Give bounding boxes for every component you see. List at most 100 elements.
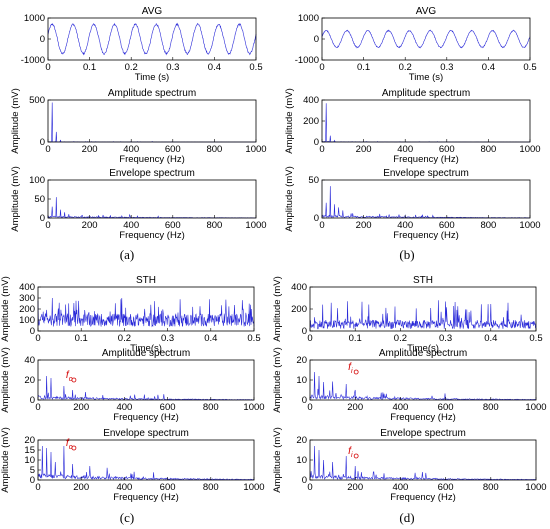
chart-d-10-annotation-subscript: i xyxy=(351,368,353,375)
chart-c-7-xlabel: Frequency (Hz) xyxy=(113,412,178,423)
chart-c-7-annotation-subscript: o xyxy=(69,376,73,383)
chart-d-9-ylabel: Amplitude (mV) xyxy=(272,276,283,341)
chart-b-4-ytick-label: 400 xyxy=(303,95,319,106)
chart-a-0-xtick-label: 0.4 xyxy=(208,62,221,73)
chart-d-11-axes-frame xyxy=(309,439,537,481)
chart-b-3-xtick-label: 0.2 xyxy=(399,62,412,73)
chart-c-8-annotation-subscript: o xyxy=(69,444,73,451)
chart-d-9-xtick-label: 0.3 xyxy=(439,333,452,344)
chart-c-8-annotation-marker xyxy=(71,445,77,451)
chart-a-0-xtick-label: 0.2 xyxy=(125,62,138,73)
chart-b-4-axes-frame xyxy=(321,99,531,143)
chart-a-0-xtick-label: 0 xyxy=(45,62,50,73)
chart-a-2-series-line xyxy=(48,197,256,219)
chart-c-7-xtick-label: 800 xyxy=(203,402,219,413)
chart-d-10-ytick-label: 10 xyxy=(296,375,307,386)
chart-a-2-title: Envelope spectrum xyxy=(109,168,195,179)
chart-c-8-series-line xyxy=(37,445,255,481)
chart-a-0-xtick-label: 0.3 xyxy=(166,62,179,73)
chart-a-2-ytick-label: 0 xyxy=(40,213,45,224)
chart-a-0-ytick-label: 1000 xyxy=(24,13,45,24)
chart-b-3-axes-frame xyxy=(321,17,531,61)
chart-a-2-ytick-label: 50 xyxy=(34,194,45,205)
chart-b-4-ytick-label: 200 xyxy=(303,116,319,127)
chart-c-7-ylabel: Amplitude (mV) xyxy=(0,347,11,412)
chart-a-2-axes-frame xyxy=(47,179,257,219)
chart-a-1-axes-frame xyxy=(47,99,257,143)
chart-d-10-axes-frame xyxy=(309,359,537,401)
chart-a-1-xtick-label: 0 xyxy=(45,144,50,155)
chart-c-7-ytick-label: 0 xyxy=(30,395,35,406)
chart-b-5-xtick-label: 1000 xyxy=(519,220,540,231)
chart-a-2-xtick-label: 200 xyxy=(82,220,98,231)
chart-b-3-xtick-label: 0.3 xyxy=(440,62,453,73)
chart-b-5-xtick-label: 800 xyxy=(480,220,496,231)
chart-b-4-series-line xyxy=(321,103,530,143)
chart-a-1-title: Amplitude spectrum xyxy=(108,88,196,99)
chart-d-11-ytick-label: 20 xyxy=(296,435,307,446)
chart-d-9-xtick-label: 0.1 xyxy=(349,333,362,344)
chart-d-9-ytick-label: 0 xyxy=(302,326,307,337)
chart-a-1-ytick-label: 500 xyxy=(29,95,45,106)
chart-c-6-xtick-label: 0.4 xyxy=(204,333,217,344)
chart-c-8-ytick-label: 20 xyxy=(24,435,35,446)
chart-a-1-xtick-label: 800 xyxy=(206,144,222,155)
chart-c-7-xtick-label: 600 xyxy=(160,402,176,413)
chart-b-4-xlabel: Frequency (Hz) xyxy=(393,154,458,165)
chart-b-5-ylabel: Amplitude (mV) xyxy=(284,166,295,231)
chart-a-2-ylabel: Amplitude (mV) xyxy=(10,166,21,231)
chart-b-5-title: Envelope spectrum xyxy=(383,168,469,179)
chart-a-2-xtick-label: 0 xyxy=(45,220,50,231)
panel-label-c: (c) xyxy=(119,510,135,525)
chart-b-3-ytick-label: 0 xyxy=(314,34,319,45)
chart-c-8-xtick-label: 800 xyxy=(203,482,219,493)
panel-label-b: (b) xyxy=(399,247,415,262)
chart-c-8-ytick-label: 15 xyxy=(24,445,35,456)
chart-c-7-title: Amplitude spectrum xyxy=(102,348,190,359)
chart-a-2-xtick-label: 400 xyxy=(123,220,139,231)
chart-d-10-ytick-label: 20 xyxy=(296,355,307,366)
chart-c-8-ytick-label: 0 xyxy=(30,475,35,486)
chart-b-4-xtick-label: 0 xyxy=(319,144,324,155)
chart-c-7-ytick-label: 40 xyxy=(24,355,35,366)
chart-d-9-xtick-label: 0.2 xyxy=(394,333,407,344)
chart-d-10-xtick-label: 1000 xyxy=(525,402,546,413)
chart-d-9-xlabel: Time(s) xyxy=(407,343,439,354)
chart-c-6-xtick-label: 0.5 xyxy=(247,333,260,344)
chart-a-1-ylabel: Amplitude (mV) xyxy=(10,88,21,153)
chart-a-2-xtick-label: 600 xyxy=(165,220,181,231)
chart-a-1-xtick-label: 600 xyxy=(165,144,181,155)
chart-c-6-ytick-label: 100 xyxy=(19,315,35,326)
chart-b-4-ylabel: Amplitude (mV) xyxy=(284,88,295,153)
chart-b-3-xtick-label: 0.1 xyxy=(357,62,370,73)
chart-c-8-ytick-label: 10 xyxy=(24,455,35,466)
chart-a-1-xlabel: Frequency (Hz) xyxy=(119,154,184,165)
chart-b-3-ytick-label: 1000 xyxy=(298,13,319,24)
chart-d-10-ylabel: Amplitude (mV) xyxy=(272,347,283,412)
chart-d-11-ytick-label: 10 xyxy=(296,455,307,466)
chart-d-11-ylabel: Amplitude (mV) xyxy=(272,427,283,492)
chart-c-6-ytick-label: 400 xyxy=(19,282,35,293)
chart-c-8-xlabel: Frequency (Hz) xyxy=(113,492,178,503)
chart-a-0-ytick-label: -1000 xyxy=(21,55,45,66)
chart-c-6-xtick-label: 0.3 xyxy=(161,333,174,344)
chart-d-11-xlabel: Frequency (Hz) xyxy=(390,492,455,503)
chart-c-8-xtick-label: 200 xyxy=(73,482,89,493)
chart-d-11-xtick-label: 800 xyxy=(483,482,499,493)
chart-d-9-xtick-label: 0.5 xyxy=(529,333,542,344)
chart-b-3-xtick-label: 0 xyxy=(319,62,324,73)
chart-b-5-axes-frame xyxy=(321,179,531,219)
chart-d-10-xtick-label: 0 xyxy=(307,402,312,413)
chart-d-11-xtick-label: 0 xyxy=(307,482,312,493)
chart-d-9-ytick-label: 200 xyxy=(291,304,307,315)
chart-c-8-title: Envelope spectrum xyxy=(103,428,189,439)
chart-b-3-xtick-label: 0.5 xyxy=(523,62,536,73)
chart-d-9-series-line xyxy=(309,300,537,330)
chart-c-6-xlabel: Time(s) xyxy=(130,343,162,354)
chart-d-11-annotation-subscript: i xyxy=(351,452,353,459)
chart-c-6-xtick-label: 0.1 xyxy=(75,333,88,344)
chart-c-8-xtick-label: 0 xyxy=(35,482,40,493)
chart-b-4-xtick-label: 600 xyxy=(439,144,455,155)
chart-b-5-series-line xyxy=(321,186,531,219)
